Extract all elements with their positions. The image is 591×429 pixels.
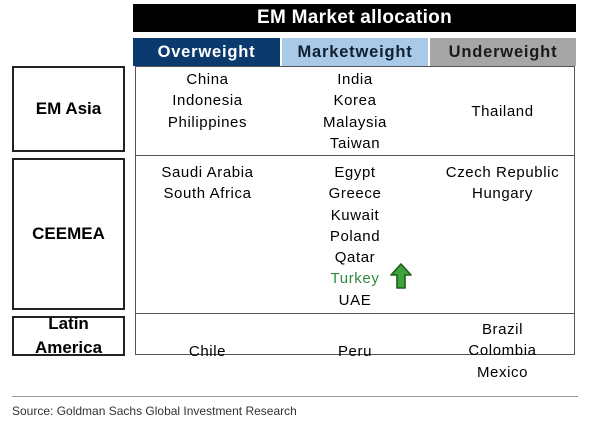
country: Hungary: [472, 185, 533, 203]
country: Philippines: [167, 113, 248, 131]
row-divider: [135, 313, 575, 314]
column-header-overweight: Overweight: [133, 38, 280, 66]
region-label-latin-america: Latin America: [12, 314, 125, 357]
country: Peru: [337, 343, 373, 360]
country: South Africa: [163, 185, 252, 203]
cell-ceemea-marketweight: Egypt Greece Kuwait Poland Qatar Turkey …: [282, 162, 428, 311]
country: India: [337, 71, 373, 88]
region-label-em-asia: EM Asia: [12, 66, 125, 152]
source-note: Source: Goldman Sachs Global Investment …: [12, 404, 297, 418]
country: Mexico: [476, 363, 529, 381]
country: Qatar: [334, 249, 376, 267]
country: Poland: [329, 227, 381, 245]
country: Thailand: [471, 103, 534, 120]
footer-divider: [12, 396, 578, 397]
up-arrow-icon: [390, 263, 412, 289]
country: Greece: [328, 185, 382, 203]
cell-ceemea-overweight: Saudi Arabia South Africa: [135, 162, 280, 205]
country: Colombia: [468, 342, 537, 360]
country: Brazil: [481, 321, 524, 338]
region-label-line: Latin: [48, 314, 89, 333]
country: Czech Republic: [445, 164, 560, 181]
country: Chile: [188, 343, 227, 360]
cell-asia-marketweight: India Korea Malaysia Taiwan: [282, 69, 428, 154]
table-title: EM Market allocation: [133, 4, 576, 32]
region-label-ceemea: CEEMEA: [12, 158, 125, 310]
country: China: [186, 71, 229, 88]
cell-ceemea-underweight: Czech Republic Hungary: [430, 162, 575, 205]
country: Korea: [333, 92, 377, 110]
country: Saudi Arabia: [161, 164, 254, 181]
cell-latam-underweight: Brazil Colombia Mexico: [430, 319, 575, 383]
country: Egypt: [334, 164, 376, 181]
cell-asia-underweight: Thailand: [430, 101, 575, 122]
country: UAE: [338, 291, 372, 309]
country: Kuwait: [330, 206, 380, 224]
cell-asia-overweight: China Indonesia Philippines: [135, 69, 280, 133]
cell-latam-marketweight: Peru: [282, 341, 428, 362]
region-label-line: America: [34, 338, 103, 357]
column-header-underweight: Underweight: [430, 38, 576, 66]
cell-latam-overweight: Chile: [135, 341, 280, 362]
allocation-grid: [135, 66, 575, 355]
country-highlighted-turkey: Turkey: [330, 270, 380, 288]
row-divider: [135, 155, 575, 156]
country: Taiwan: [329, 134, 381, 152]
column-header-marketweight: Marketweight: [282, 38, 428, 66]
country: Indonesia: [172, 92, 243, 110]
country: Malaysia: [323, 113, 387, 131]
